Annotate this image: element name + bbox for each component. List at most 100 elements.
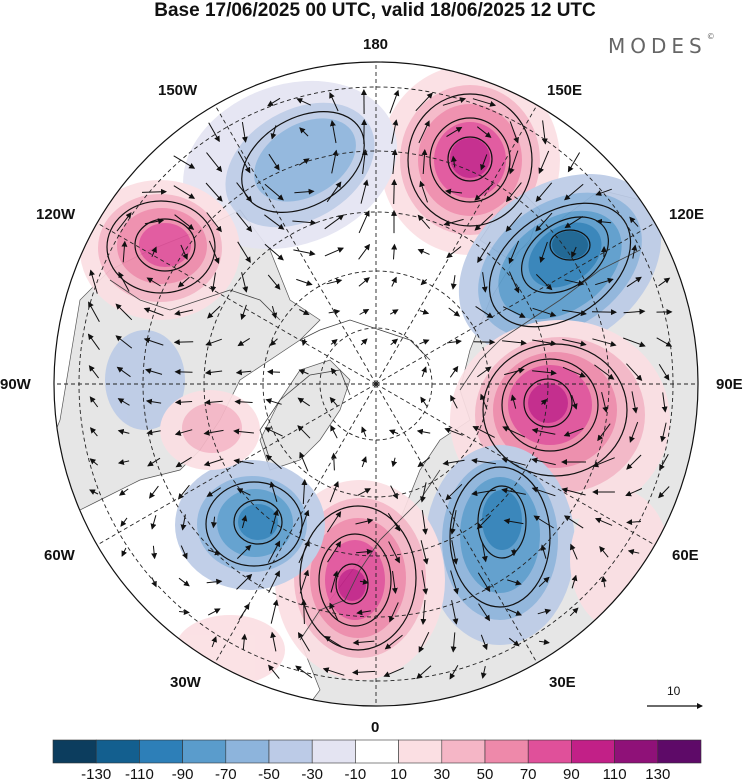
wind-vector-arrow — [538, 576, 550, 587]
contour-atlantic-trough-2 — [233, 499, 283, 545]
wind-vector-arrow — [594, 517, 613, 526]
wind-vector-arrow — [301, 479, 308, 505]
wind-vector-arrow — [116, 366, 131, 378]
anomaly-siberia-ridge-peak — [528, 383, 568, 423]
wind-vector-arrow — [204, 399, 223, 406]
wind-vector-arrow — [656, 337, 673, 347]
coastline-arctic-islands — [299, 319, 431, 361]
wind-vector-arrow — [235, 369, 252, 376]
wind-vector-arrow — [204, 369, 223, 376]
wind-vector-arrow — [445, 483, 463, 501]
wind-vector-arrow — [174, 399, 193, 406]
wind-vector-arrow — [442, 459, 465, 466]
wind-vector-arrow — [481, 542, 488, 563]
wind-vector-arrow — [420, 540, 429, 565]
wind-vector-arrow — [206, 578, 223, 585]
wind-vector-arrow — [419, 180, 428, 203]
wind-vector-arrow — [421, 149, 428, 175]
wind-vector-arrow — [508, 240, 520, 265]
wind-vector-arrow — [210, 272, 217, 293]
wind-vector-arrow — [447, 338, 462, 345]
colorbar-tick-label: -50 — [258, 766, 280, 783]
meridian-line — [375, 383, 538, 664]
wind-vector-arrow — [449, 665, 459, 680]
wind-vector-arrow — [89, 489, 99, 495]
wind-vector-arrow — [629, 216, 639, 227]
wind-vector-arrow — [269, 481, 278, 502]
wind-vector-arrow — [326, 181, 342, 203]
wind-vector-arrow — [177, 276, 190, 288]
wind-vector-arrow — [391, 119, 399, 144]
wind-vector-arrow — [236, 212, 253, 233]
wind-vector-arrow — [592, 457, 615, 468]
wind-vector-arrow — [450, 570, 459, 595]
wind-vector-arrow — [387, 513, 401, 532]
contour-europe-ridge-1 — [299, 505, 417, 651]
anomaly-central-asia-weak — [570, 490, 670, 630]
wind-vector-arrow — [538, 150, 550, 175]
colorbar-tick-label: -90 — [171, 766, 194, 783]
wind-vector-arrow — [357, 488, 371, 496]
map-content — [54, 62, 698, 706]
wind-vector-arrow — [330, 570, 339, 593]
wind-vector-arrow — [236, 573, 253, 590]
wind-vector-arrow — [626, 363, 643, 382]
wind-vector-arrow — [508, 150, 519, 175]
wind-vector-arrow — [89, 269, 98, 294]
wind-vector-arrow — [389, 602, 399, 623]
wind-vector-arrow — [270, 599, 279, 624]
wind-vector-arrow — [564, 279, 585, 286]
lon-label-120e: 120E — [669, 206, 705, 223]
wind-vector-arrow — [477, 241, 491, 264]
wind-vector-arrow — [390, 485, 398, 500]
wind-vector-arrow — [89, 396, 99, 408]
coastline-layer — [109, 249, 641, 641]
wind-vector-arrow — [178, 577, 190, 587]
wind-vector-arrow — [358, 210, 370, 234]
wind-vector-arrow — [474, 213, 494, 231]
wind-vector-arrow — [448, 307, 461, 317]
wind-vector-arrow — [478, 603, 491, 622]
anomaly-east-siberia-trough-peak — [552, 231, 588, 259]
wind-vector-arrow — [361, 149, 368, 174]
anomaly-europe-ridge-peak — [338, 569, 366, 601]
wind-vector-arrow — [361, 426, 367, 437]
wind-vector-arrow — [267, 368, 281, 375]
contour-canada-ridge-1 — [106, 200, 216, 294]
wind-vector-arrow — [299, 509, 310, 534]
wind-vector-arrow — [562, 338, 587, 347]
wind-vector-arrow — [449, 365, 459, 378]
wind-vector-arrow — [531, 457, 556, 466]
wind-vector-arrow — [241, 633, 248, 650]
coastline-greenland — [259, 369, 351, 461]
wind-vector-arrow — [502, 306, 526, 318]
wind-vector-arrow — [211, 636, 217, 648]
wind-vector-arrow — [415, 92, 433, 112]
wind-vector-arrow — [384, 634, 403, 650]
wind-vector-arrow — [626, 519, 641, 526]
colorbar-tick-label: -70 — [214, 766, 237, 783]
wind-vector-arrow — [293, 249, 316, 257]
wind-vector-arrow — [563, 427, 584, 437]
wind-vector-arrow — [471, 457, 496, 465]
wind-vector-arrow — [625, 488, 643, 497]
wind-vector-arrow — [506, 608, 523, 616]
wind-vector-arrow — [360, 338, 368, 346]
wind-vector-arrow — [352, 669, 376, 676]
wind-vector-arrow — [299, 127, 309, 137]
wind-vector-arrow — [391, 179, 398, 205]
wind-vector-arrow — [627, 549, 640, 555]
wind-vector-arrow — [601, 391, 609, 413]
wind-vector-arrow — [532, 307, 557, 318]
wind-vector-arrow — [330, 338, 338, 346]
wind-vector-arrow — [660, 422, 667, 443]
wind-vector-arrow — [595, 218, 612, 225]
wind-vector-arrow — [505, 212, 523, 232]
wind-vector-arrow — [115, 335, 133, 349]
wind-vector-arrow — [203, 458, 224, 467]
wind-vector-arrow — [270, 125, 277, 140]
wind-vector-arrow — [389, 89, 400, 114]
wind-vector-arrow — [265, 398, 282, 405]
wind-vector-arrow — [562, 366, 586, 378]
wind-vector-arrow — [592, 338, 617, 347]
